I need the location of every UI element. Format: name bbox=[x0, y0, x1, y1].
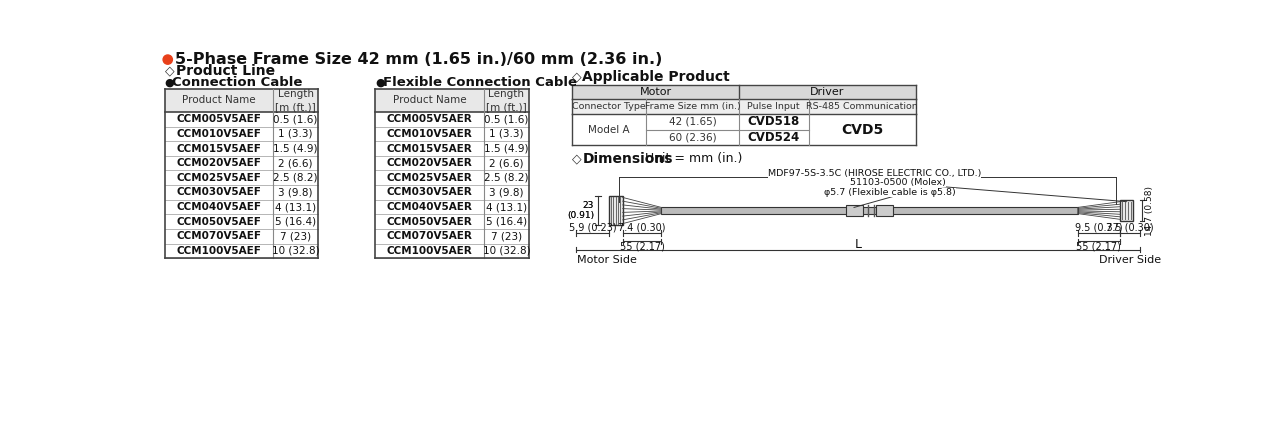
Text: 2.5 (8.2): 2.5 (8.2) bbox=[274, 173, 317, 183]
Bar bbox=[572, 99, 915, 114]
Text: CCM100V5AER: CCM100V5AER bbox=[387, 246, 472, 256]
Text: 4 (13.1): 4 (13.1) bbox=[275, 202, 316, 212]
Bar bbox=[662, 207, 1078, 213]
Text: 1 (3.3): 1 (3.3) bbox=[278, 129, 312, 139]
Bar bbox=[572, 114, 915, 145]
Text: Connection Cable: Connection Cable bbox=[173, 76, 303, 89]
Text: Unit = mm (in.): Unit = mm (in.) bbox=[641, 153, 742, 165]
Text: CCM100V5AEF: CCM100V5AEF bbox=[177, 246, 261, 256]
Bar bbox=[572, 85, 915, 99]
Text: MDF97-5S-3.5C (HIROSE ELECTRIC CO., LTD.): MDF97-5S-3.5C (HIROSE ELECTRIC CO., LTD.… bbox=[768, 169, 982, 178]
Text: CCM010V5AER: CCM010V5AER bbox=[387, 129, 472, 139]
Bar bbox=[846, 205, 863, 216]
Text: CCM015V5AER: CCM015V5AER bbox=[387, 144, 472, 153]
Text: 60 (2.36): 60 (2.36) bbox=[668, 132, 717, 142]
Text: CCM040V5AER: CCM040V5AER bbox=[387, 202, 472, 212]
Text: 7 (23): 7 (23) bbox=[280, 231, 311, 241]
Text: 7 (23): 7 (23) bbox=[490, 231, 522, 241]
Text: Length
[m (ft.)]: Length [m (ft.)] bbox=[486, 89, 527, 112]
Text: 4 (13.1): 4 (13.1) bbox=[486, 202, 527, 212]
Text: Product Name: Product Name bbox=[393, 95, 466, 105]
Text: 0.5 (1.6): 0.5 (1.6) bbox=[274, 114, 317, 124]
Text: 1.5 (4.9): 1.5 (4.9) bbox=[274, 144, 317, 153]
Text: CCM050V5AEF: CCM050V5AEF bbox=[177, 217, 261, 227]
Text: Model A: Model A bbox=[589, 125, 630, 135]
Text: Product Name: Product Name bbox=[182, 95, 256, 105]
Text: 2 (6.6): 2 (6.6) bbox=[489, 158, 524, 168]
Text: Driver Side: Driver Side bbox=[1100, 255, 1161, 265]
Text: CCM025V5AER: CCM025V5AER bbox=[387, 173, 472, 183]
Text: Flexible Connection Cable: Flexible Connection Cable bbox=[383, 76, 577, 89]
Circle shape bbox=[163, 55, 173, 64]
Text: 5 (16.4): 5 (16.4) bbox=[275, 217, 316, 227]
Text: 2 (6.6): 2 (6.6) bbox=[278, 158, 312, 168]
Text: 5.9 (0.23): 5.9 (0.23) bbox=[568, 222, 616, 233]
Text: CCM070V5AEF: CCM070V5AEF bbox=[177, 231, 261, 241]
Text: CVD518: CVD518 bbox=[748, 115, 800, 129]
Text: Connector Type: Connector Type bbox=[572, 102, 646, 111]
Text: 3 (9.8): 3 (9.8) bbox=[278, 187, 312, 197]
Text: CCM005V5AEF: CCM005V5AEF bbox=[177, 114, 261, 124]
Text: CCM025V5AEF: CCM025V5AEF bbox=[177, 173, 261, 183]
Text: ●: ● bbox=[375, 78, 385, 88]
Text: 1.5 (4.9): 1.5 (4.9) bbox=[484, 144, 529, 153]
Text: CCM020V5AER: CCM020V5AER bbox=[387, 158, 472, 168]
Text: ●: ● bbox=[165, 78, 174, 88]
Text: Motor Side: Motor Side bbox=[577, 255, 637, 265]
Text: 10 (32.8): 10 (32.8) bbox=[271, 246, 320, 256]
Text: CVD524: CVD524 bbox=[748, 131, 800, 144]
Text: Applicable Product: Applicable Product bbox=[582, 70, 730, 84]
Text: 42 (1.65): 42 (1.65) bbox=[668, 117, 717, 127]
Text: Motor: Motor bbox=[640, 87, 672, 97]
Text: 14.7 (0.58): 14.7 (0.58) bbox=[1146, 185, 1155, 236]
Text: Frame Size mm (in.): Frame Size mm (in.) bbox=[645, 102, 740, 111]
Text: 55 (2.17): 55 (2.17) bbox=[1076, 242, 1121, 252]
Text: 0.5 (1.6): 0.5 (1.6) bbox=[484, 114, 529, 124]
Bar bbox=[876, 205, 892, 216]
Text: RS-485 Communication: RS-485 Communication bbox=[806, 102, 918, 111]
Text: CCM020V5AEF: CCM020V5AEF bbox=[177, 158, 261, 168]
Text: Pulse Input: Pulse Input bbox=[748, 102, 800, 111]
Text: 5-Phase Frame Size 42 mm (1.65 in.)/60 mm (2.36 in.): 5-Phase Frame Size 42 mm (1.65 in.)/60 m… bbox=[175, 52, 662, 67]
Text: 5 (16.4): 5 (16.4) bbox=[486, 217, 527, 227]
Bar bbox=[375, 89, 529, 112]
Bar bbox=[165, 89, 319, 112]
Text: ◇: ◇ bbox=[572, 153, 582, 165]
Text: 3 (9.8): 3 (9.8) bbox=[489, 187, 524, 197]
Text: Driver: Driver bbox=[810, 87, 845, 97]
Text: Dimensions: Dimensions bbox=[582, 152, 673, 166]
Text: 7.4 (0.30): 7.4 (0.30) bbox=[618, 222, 666, 233]
Text: CCM050V5AER: CCM050V5AER bbox=[387, 217, 472, 227]
Text: CCM015V5AEF: CCM015V5AEF bbox=[177, 144, 261, 153]
Text: CCM040V5AEF: CCM040V5AEF bbox=[177, 202, 261, 212]
Text: 23
(0.91): 23 (0.91) bbox=[567, 201, 594, 220]
Text: ◇: ◇ bbox=[165, 65, 175, 78]
Text: φ5.7 (Flexible cable is φ5.8): φ5.7 (Flexible cable is φ5.8) bbox=[824, 187, 956, 196]
Text: Product Line: Product Line bbox=[175, 64, 275, 78]
Text: CCM010V5AEF: CCM010V5AEF bbox=[177, 129, 261, 139]
Text: 7.5 (0.30): 7.5 (0.30) bbox=[1106, 222, 1155, 233]
Text: 9.5 (0.37): 9.5 (0.37) bbox=[1075, 222, 1123, 233]
Text: 2.5 (8.2): 2.5 (8.2) bbox=[484, 173, 529, 183]
Bar bbox=[609, 196, 622, 225]
Text: 10 (32.8): 10 (32.8) bbox=[483, 246, 530, 256]
Text: CVD5: CVD5 bbox=[841, 123, 883, 137]
Text: 51103-0500 (Molex): 51103-0500 (Molex) bbox=[850, 178, 946, 187]
Text: 1 (3.3): 1 (3.3) bbox=[489, 129, 524, 139]
Text: CCM070V5AER: CCM070V5AER bbox=[387, 231, 472, 241]
Text: CCM030V5AEF: CCM030V5AEF bbox=[177, 187, 261, 197]
Text: CCM030V5AER: CCM030V5AER bbox=[387, 187, 472, 197]
Text: Length
[m (ft.)]: Length [m (ft.)] bbox=[275, 89, 316, 112]
Text: CCM005V5AER: CCM005V5AER bbox=[387, 114, 472, 124]
Bar bbox=[1120, 200, 1133, 221]
Text: 23
(0.91): 23 (0.91) bbox=[567, 201, 594, 220]
Text: ◇: ◇ bbox=[572, 71, 582, 84]
Text: 55 (2.17): 55 (2.17) bbox=[620, 242, 664, 252]
Text: L: L bbox=[855, 238, 861, 251]
